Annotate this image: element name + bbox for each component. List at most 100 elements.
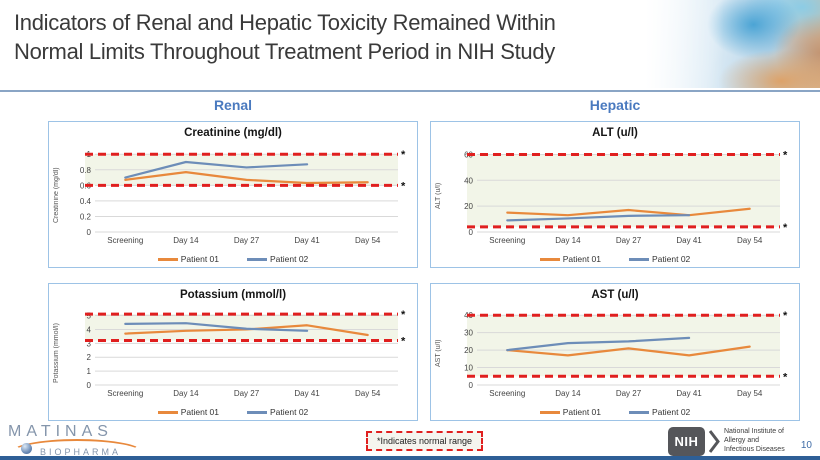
legend-swatch	[247, 257, 267, 261]
y-tick-label: 3	[87, 339, 92, 348]
x-tick-label: Screening	[107, 389, 143, 398]
legend-swatch	[247, 410, 267, 414]
legend-swatch	[539, 257, 560, 261]
slide-title: Indicators of Renal and Hepatic Toxicity…	[14, 8, 556, 66]
nih-name-line3: Infectious Diseases	[724, 445, 785, 453]
legend-item: Patient 02	[629, 407, 690, 417]
y-tick-label: 0	[469, 381, 474, 390]
legend-swatch	[629, 410, 649, 414]
page-number: 10	[800, 440, 812, 451]
y-tick-label: 4	[87, 325, 92, 334]
x-tick-label: Screening	[489, 389, 525, 398]
x-tick-label: Day 27	[616, 389, 642, 398]
chart-legend: Patient 01 Patient 02	[49, 407, 417, 417]
legend-label: Patient 01	[562, 254, 601, 264]
legend-swatch	[157, 257, 178, 261]
nih-name-line2: Allergy and	[724, 437, 760, 445]
legend-label: Patient 02	[652, 407, 691, 417]
x-tick-label: Day 54	[355, 389, 381, 398]
x-tick-label: Day 54	[355, 236, 381, 245]
legend-label: Patient 02	[270, 407, 309, 417]
x-tick-label: Day 41	[676, 236, 702, 245]
y-tick-label: 40	[464, 176, 473, 185]
y-tick-label: 0.4	[80, 197, 92, 206]
chart-title: AST (u/l)	[591, 289, 639, 301]
nih-chevron-icon	[709, 430, 720, 453]
x-tick-label: Day 14	[555, 236, 581, 245]
chart-legend: Patient 01 Patient 02	[431, 254, 799, 264]
y-tick-label: 20	[464, 346, 473, 355]
legend-swatch	[539, 410, 560, 414]
legend-item: Patient 02	[247, 407, 308, 417]
header-divider	[0, 90, 820, 92]
matinas-logo-subtitle: BIOPHARMA	[40, 447, 122, 457]
y-tick-label: 1	[87, 367, 92, 376]
x-tick-label: Screening	[107, 236, 143, 245]
slide-title-line1: Indicators of Renal and Hepatic Toxicity…	[14, 10, 556, 35]
x-tick-label: Day 54	[737, 389, 763, 398]
series-line-patient-01	[506, 207, 751, 217]
x-tick-label: Screening	[489, 236, 525, 245]
matinas-sphere-icon	[21, 443, 32, 454]
normal-range-asterisk: *	[401, 149, 406, 161]
chart-legend: Patient 01 Patient 02	[431, 407, 799, 417]
legend-label: Patient 01	[562, 407, 601, 417]
matinas-logo-wordmark: MATINAS	[8, 423, 113, 440]
chart-panel-creatinine: Creatinine (mg/dl) Creatinine (mg/dl) 0 0…	[48, 121, 418, 268]
chart-panel-ast: AST (u/l) AST (u/l) 010203040ScreeningDa…	[430, 283, 800, 421]
x-tick-label: Day 27	[234, 236, 260, 245]
legend-item: Patient 01	[157, 407, 219, 417]
normal-range-asterisk: *	[783, 310, 788, 322]
chart-title: Potassium (mmol/l)	[179, 289, 287, 301]
series-line-patient-01	[506, 345, 751, 357]
normal-range-key: *Indicates normal range	[366, 431, 484, 451]
series-line-patient-01	[124, 171, 369, 185]
chart-panel-potassium: Potassium (mmol/l) Potassium (mmol/l) 0 1…	[48, 283, 418, 421]
y-tick-label: 10	[464, 364, 473, 373]
y-tick-label: 0	[87, 381, 92, 390]
x-tick-label: Day 54	[737, 236, 763, 245]
nih-logo: NIH National Institute of Allergy and In…	[668, 427, 785, 456]
y-axis-title: Creatinine (mg/dl)	[53, 167, 60, 224]
y-tick-label: 0.8	[80, 166, 92, 175]
normal-range-asterisk: *	[783, 222, 788, 234]
legend-item: Patient 01	[539, 407, 601, 417]
legend-item: Patient 02	[247, 254, 308, 264]
normal-range-asterisk: *	[783, 371, 788, 383]
x-tick-label: Day 14	[173, 389, 199, 398]
y-tick-label: 0	[87, 228, 92, 237]
chart-plot: 0 1 2 3 4 5 Screening Day 14 Day 27 Day 41 Day 54 *…	[85, 309, 406, 398]
y-axis-title: AST (u/l)	[435, 339, 442, 367]
y-tick-label: 0.2	[80, 212, 92, 221]
normal-range-asterisk: *	[401, 180, 406, 192]
x-tick-label: Day 14	[173, 236, 199, 245]
normal-range-band	[467, 315, 780, 377]
legend-swatch	[629, 257, 649, 261]
normal-range-asterisk: *	[401, 309, 406, 321]
normal-range-asterisk: *	[783, 149, 788, 161]
y-axis-title: Potassium (mmol/l)	[53, 323, 60, 383]
nih-name-line1: National Institute of	[724, 428, 784, 436]
x-tick-label: Day 41	[294, 236, 320, 245]
matinas-logo: MATINAS BIOPHARMA	[8, 423, 178, 459]
legend-item: Patient 02	[629, 254, 690, 264]
slide-title-line2: Normal Limits Throughout Treatment Perio…	[14, 39, 555, 65]
renal-column-header: Renal	[213, 97, 253, 113]
nih-logo-mark: NIH	[668, 427, 705, 456]
y-tick-label: 30	[464, 329, 473, 338]
legend-swatch	[157, 410, 178, 414]
legend-label: Patient 01	[180, 254, 219, 264]
y-tick-label: 2	[87, 353, 92, 362]
chart-title: Creatinine (mg/dl)	[184, 127, 282, 139]
normal-range-band	[467, 154, 780, 227]
x-tick-label: Day 41	[294, 389, 320, 398]
series-line-patient-02	[124, 160, 309, 179]
normal-range-asterisk: *	[401, 336, 406, 348]
y-tick-label: 20	[464, 202, 473, 211]
series-line-patient-02	[506, 336, 691, 352]
bottom-accent-bar	[0, 456, 820, 460]
